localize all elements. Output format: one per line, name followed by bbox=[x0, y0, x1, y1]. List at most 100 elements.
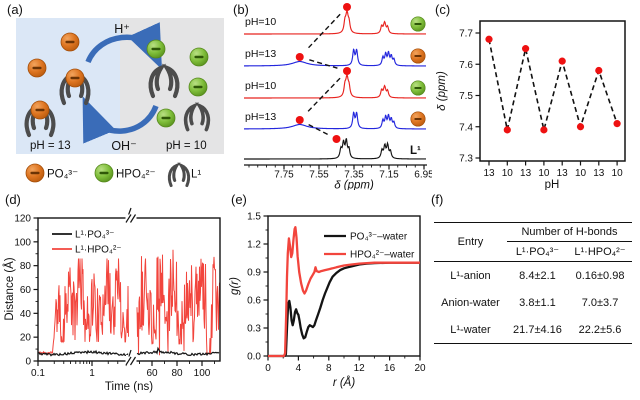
panel-f: (f) Entry Number of H-bonds L¹·PO₄³⁻ L¹·… bbox=[428, 192, 638, 398]
hpo4-anion-icon bbox=[188, 77, 208, 97]
tick-label: 0.0 bbox=[247, 352, 261, 363]
tick-label: 1.5 bbox=[247, 212, 261, 223]
tick-label: 100 bbox=[194, 368, 211, 379]
hpo4-legend-label: HPO₄²⁻ bbox=[116, 169, 156, 181]
cell-value: 7.0±3.7 bbox=[581, 296, 619, 309]
tick-label: 0.6 bbox=[247, 296, 261, 307]
hpo4-distance-trace bbox=[38, 258, 129, 356]
ph-left-label: pH = 13 bbox=[30, 140, 71, 152]
x-axis-label: Time (ns) bbox=[105, 381, 153, 393]
h-plus-label: H⁺ bbox=[114, 22, 130, 36]
hbond-table: Entry Number of H-bonds L¹·PO₄³⁻ L¹·HPO₄… bbox=[434, 222, 632, 344]
table-header-po4: L¹·PO₄³⁻ bbox=[506, 241, 569, 262]
panel-e-label: (e) bbox=[231, 192, 247, 207]
tick-label: 7.35 bbox=[344, 170, 364, 181]
panel-c: (c) 7.7 7.6 7.5 7.4 7.3 13 10 13 10 13 10 13 10 pH δ (… bbox=[432, 2, 638, 190]
distance-time-chart: 0 20 40 60 80 100 120 0.1 1 60 80 100 Time (ns) Dista… bbox=[3, 207, 221, 393]
hpo4-anion-icon bbox=[146, 39, 166, 59]
trace-label: pH=10 bbox=[245, 16, 276, 28]
cell-value: 8.4±2.1 bbox=[519, 269, 556, 282]
tick-label: 7.75 bbox=[274, 170, 294, 181]
nmr-trace bbox=[243, 48, 426, 67]
hpo4-water-rdf bbox=[268, 226, 420, 358]
table-row: L¹-water 21.7±4.16 22.2±5.6 bbox=[434, 316, 632, 344]
tick-label: 7.15 bbox=[379, 170, 399, 181]
tick-label: 10 bbox=[612, 168, 624, 179]
tick-label: 20 bbox=[414, 363, 426, 374]
tick-label: 7.3 bbox=[459, 154, 473, 165]
hpo4-anion-icon bbox=[410, 16, 426, 32]
panel-a-label: (a) bbox=[7, 2, 23, 17]
tick-label: 40 bbox=[20, 309, 32, 320]
po4-distance-trace bbox=[136, 346, 220, 357]
po4-anion-icon bbox=[410, 111, 426, 127]
legend-label: HPO₄²⁻–water bbox=[350, 250, 415, 261]
po4-anion-icon bbox=[27, 58, 47, 78]
tick-label: 12 bbox=[354, 363, 366, 374]
panel-c-label: (c) bbox=[435, 2, 451, 17]
table-header-hpo4: L¹·HPO₄²⁻ bbox=[568, 241, 632, 262]
hpo4-anion-icon bbox=[156, 108, 176, 128]
po4-legend-label: PO₄³⁻ bbox=[47, 169, 78, 181]
row-label: L¹-anion bbox=[450, 269, 491, 282]
po4-anion-icon bbox=[410, 48, 426, 64]
po4-anion-icon bbox=[60, 32, 80, 52]
nmr-trace bbox=[243, 111, 426, 130]
tick-label: 0 bbox=[25, 357, 31, 368]
tick-label: 0.3 bbox=[247, 324, 261, 335]
nmr-trace bbox=[244, 72, 426, 99]
shift-marker bbox=[295, 53, 304, 61]
tick-label: 100 bbox=[14, 237, 31, 248]
po4-anion-icon bbox=[65, 68, 85, 88]
table-row: L¹-anion 8.4±2.1 0.16±0.98 bbox=[434, 262, 632, 290]
tick-label: 13 bbox=[557, 168, 569, 179]
table-row: Anion-water 3.8±1.1 7.0±3.7 bbox=[434, 289, 632, 316]
tick-label: 120 bbox=[14, 214, 31, 225]
panel-f-label: (f) bbox=[431, 192, 444, 207]
tick-label: 1.2 bbox=[247, 240, 261, 251]
data-point bbox=[558, 57, 566, 65]
po4-water-rdf bbox=[268, 261, 420, 358]
nmr-trace bbox=[244, 8, 426, 35]
tick-label: 0.9 bbox=[247, 268, 261, 279]
tick-label: 10 bbox=[502, 168, 514, 179]
table-span-header: Number of H-bonds bbox=[506, 222, 632, 242]
trace-label: pH=10 bbox=[245, 80, 276, 92]
trace-layer bbox=[38, 249, 220, 357]
hpo4-anion-icon bbox=[410, 80, 426, 96]
row-label: L¹-water bbox=[450, 323, 491, 336]
tick-label: 1 bbox=[89, 368, 95, 379]
tick-label: 7.55 bbox=[309, 170, 329, 181]
ph-switch-scheme: H⁺ OH⁻ pH = 13 pH = 10 PO₄³⁻ HPO₄²⁻ L¹ bbox=[16, 18, 224, 188]
tick-label: 7.6 bbox=[459, 60, 473, 71]
tick-label: 10 bbox=[538, 168, 550, 179]
tick-label: 4 bbox=[296, 363, 302, 374]
nmr-trace bbox=[244, 137, 426, 160]
ligand-legend-icon bbox=[167, 163, 191, 188]
legend-label: L¹·PO₄³⁻ bbox=[75, 230, 114, 241]
tick-label: 6.95 bbox=[414, 170, 432, 181]
x-axis-label: r (Å) bbox=[333, 376, 356, 389]
oh-minus-label: OH⁻ bbox=[111, 139, 136, 153]
x-axis-label: pH bbox=[545, 179, 560, 190]
tick-label: 13 bbox=[520, 168, 532, 179]
tick-label: 80 bbox=[20, 261, 32, 272]
tick-label: 0.1 bbox=[31, 368, 45, 379]
y-axis-label: Distance (Å) bbox=[3, 257, 16, 320]
panel-d-label: (d) bbox=[5, 192, 21, 207]
tick-label: 60 bbox=[146, 368, 158, 379]
hpo4-legend-icon bbox=[94, 163, 114, 183]
table-header-entry: Entry bbox=[434, 222, 507, 262]
tick-label: 13 bbox=[593, 168, 605, 179]
shift-cycle-line bbox=[488, 39, 618, 131]
panel-e: (e) 0.0 0.3 0.6 0.9 1.2 1.5 0 4 8 12 16 20 r (Å) g(r)… bbox=[228, 192, 426, 398]
panel-d: (d) 0 20 40 60 80 100 120 0.1 1 60 80 100 Time (ns) D… bbox=[2, 192, 228, 398]
tick-label: 80 bbox=[171, 368, 183, 379]
tick-label: 20 bbox=[20, 333, 32, 344]
po4-legend-icon bbox=[25, 163, 45, 183]
panel-b: (b) 7.75 7.55 7.35 7.15 6.95 δ (ppm) pH=10 pH=1… bbox=[230, 2, 432, 190]
trace-label: L¹ bbox=[410, 145, 421, 157]
data-point bbox=[540, 126, 548, 134]
